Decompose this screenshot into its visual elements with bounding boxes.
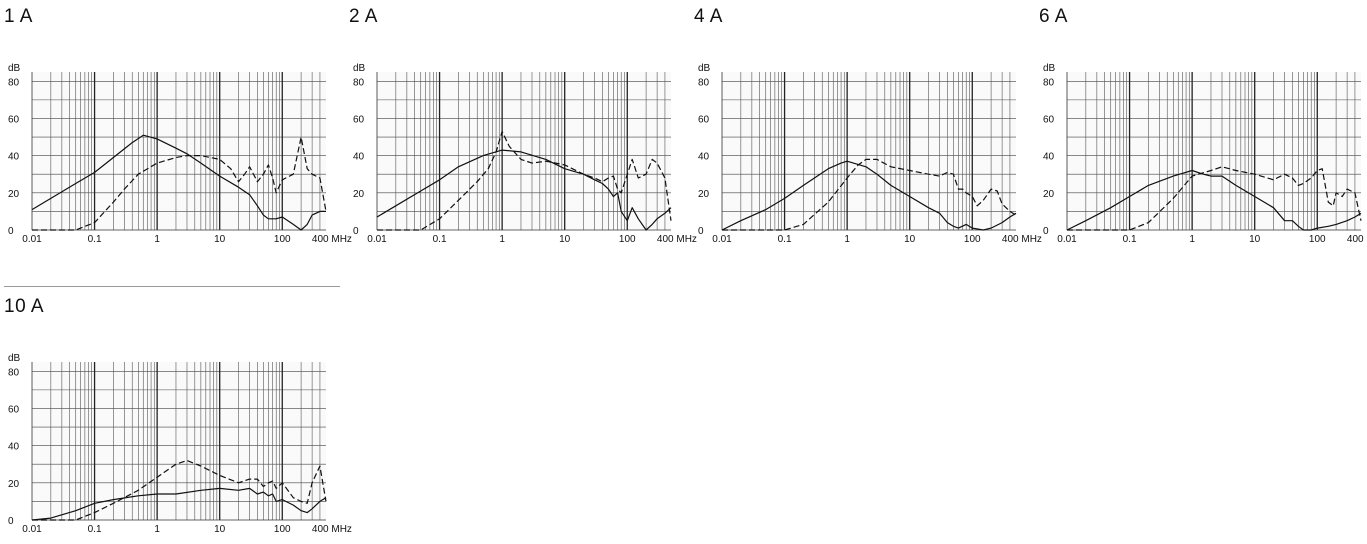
- plot-area: [377, 72, 671, 230]
- x-tick-label: 0.1: [88, 234, 102, 245]
- series-line-dashed: [722, 158, 1017, 231]
- y-tick-label: 0: [8, 226, 14, 237]
- y-tick-label: 40: [698, 152, 710, 163]
- panel-1a: 1 A dB 0 20 40 60 80 0.01 0.1 1 10 100 400 MHz: [4, 0, 352, 250]
- y-tick-label: 40: [8, 152, 20, 163]
- panel-4a: 4 A dB 0 20 40 60 80 0.01 0.1 1 10 100 400 MHz: [694, 0, 1042, 250]
- x-tick-label: 10: [559, 234, 571, 245]
- panel-title: 4 A: [694, 6, 723, 27]
- x-tick-label: 10: [1249, 234, 1261, 245]
- panel-10a: 10 A dB 0 20 40 60 80 0.01 0.1 1 10 100 400 MHz: [4, 286, 352, 540]
- plot-area: [1067, 72, 1361, 230]
- y-tick-label: 60: [8, 404, 20, 415]
- series-line-solid: [31, 487, 327, 521]
- x-tick-label: 100: [964, 234, 981, 245]
- x-tick-label: 400 MHz: [1347, 234, 1367, 245]
- x-tick-label: 100: [1309, 234, 1326, 245]
- y-axis-label: dB: [8, 353, 21, 364]
- y-axis-label: dB: [353, 63, 366, 74]
- chart-2a: dB 0 20 40 60 80 0.01 0.1 1 10 100 400 MHz: [353, 63, 697, 245]
- panel-2a: 2 A dB 0 20 40 60 80 0.01 0.1 1 10 100 400 MHz: [349, 0, 697, 250]
- y-tick-label: 60: [698, 114, 710, 125]
- series-line-dashed: [1067, 166, 1362, 231]
- series-line-dashed: [377, 130, 672, 231]
- y-tick-label: 20: [698, 189, 710, 200]
- chart-1a: dB 0 20 40 60 80 0.01 0.1 1 10 100 400 MHz: [8, 63, 352, 245]
- x-tick-label: 0.01: [22, 524, 42, 535]
- chart-6a: dB 0 20 40 60 80 0.01 0.1 1 10 100 400 MHz: [1043, 63, 1367, 245]
- series-line-dashed: [32, 459, 327, 521]
- chart-4a: dB 0 20 40 60 80 0.01 0.1 1 10 100 400 MHz: [698, 63, 1042, 245]
- y-tick-label: 20: [8, 479, 20, 490]
- x-tick-label: 100: [274, 234, 291, 245]
- panel-divider: [4, 286, 340, 287]
- y-axis-label: dB: [8, 63, 21, 74]
- x-tick-label: 0.1: [778, 234, 792, 245]
- y-tick-label: 0: [8, 516, 14, 527]
- x-tick-label: 0.1: [88, 524, 102, 535]
- y-tick-label: 80: [8, 367, 20, 378]
- x-tick-label: 400 MHz: [657, 234, 697, 245]
- y-tick-label: 60: [1043, 114, 1055, 125]
- y-tick-label: 60: [8, 114, 20, 125]
- y-tick-label: 80: [698, 77, 710, 88]
- panel-title: 6 A: [1039, 6, 1068, 27]
- panel-title: 1 A: [4, 6, 33, 27]
- y-tick-label: 40: [353, 152, 365, 163]
- x-tick-label: 1: [844, 234, 850, 245]
- x-tick-label: 100: [274, 524, 291, 535]
- y-tick-label: 40: [8, 442, 20, 453]
- x-tick-label: 10: [904, 234, 916, 245]
- x-tick-label: 1: [154, 524, 160, 535]
- series-line-solid: [376, 149, 672, 231]
- x-tick-label: 400 MHz: [312, 524, 352, 535]
- x-tick-label: 1: [1189, 234, 1195, 245]
- grid: [32, 362, 326, 520]
- y-tick-label: 0: [698, 226, 704, 237]
- x-tick-label: 0.01: [1057, 234, 1077, 245]
- grid: [32, 72, 326, 230]
- y-tick-label: 80: [8, 77, 20, 88]
- x-tick-label: 400 MHz: [312, 234, 352, 245]
- panel-title: 2 A: [349, 6, 378, 27]
- x-tick-label: 400 MHz: [1002, 234, 1042, 245]
- x-tick-label: 0.1: [433, 234, 447, 245]
- chart-10a: dB 0 20 40 60 80 0.01 0.1 1 10 100 400 MHz: [8, 353, 352, 535]
- y-tick-label: 80: [1043, 77, 1055, 88]
- x-tick-label: 0.1: [1123, 234, 1137, 245]
- y-axis-label: dB: [1043, 63, 1056, 74]
- panel-title: 10 A: [4, 296, 45, 317]
- series-line-solid: [31, 134, 326, 231]
- x-tick-label: 0.01: [712, 234, 732, 245]
- y-axis-label: dB: [698, 63, 711, 74]
- y-tick-label: 0: [1043, 226, 1049, 237]
- grid: [1067, 72, 1361, 230]
- y-tick-label: 40: [1043, 152, 1055, 163]
- series-line-solid: [1066, 169, 1362, 231]
- y-tick-label: 60: [353, 114, 365, 125]
- series-line-dashed: [32, 136, 327, 231]
- x-tick-label: 1: [154, 234, 160, 245]
- y-tick-label: 20: [353, 189, 365, 200]
- x-tick-label: 0.01: [367, 234, 387, 245]
- x-tick-label: 10: [214, 234, 226, 245]
- y-tick-label: 20: [1043, 189, 1055, 200]
- y-tick-label: 0: [353, 226, 359, 237]
- plot-area: [32, 72, 326, 230]
- x-tick-label: 1: [499, 234, 505, 245]
- y-tick-label: 80: [353, 77, 365, 88]
- y-tick-label: 20: [8, 189, 20, 200]
- grid: [377, 72, 671, 230]
- x-tick-label: 0.01: [22, 234, 42, 245]
- panel-6a: 6 A dB 0 20 40 60 80 0.01 0.1 1 10 100 400 MHz: [1039, 0, 1367, 250]
- grid: [722, 72, 1016, 230]
- x-tick-label: 10: [214, 524, 226, 535]
- x-tick-label: 100: [619, 234, 636, 245]
- plot-area: [722, 72, 1016, 230]
- series-line-solid: [721, 160, 1017, 231]
